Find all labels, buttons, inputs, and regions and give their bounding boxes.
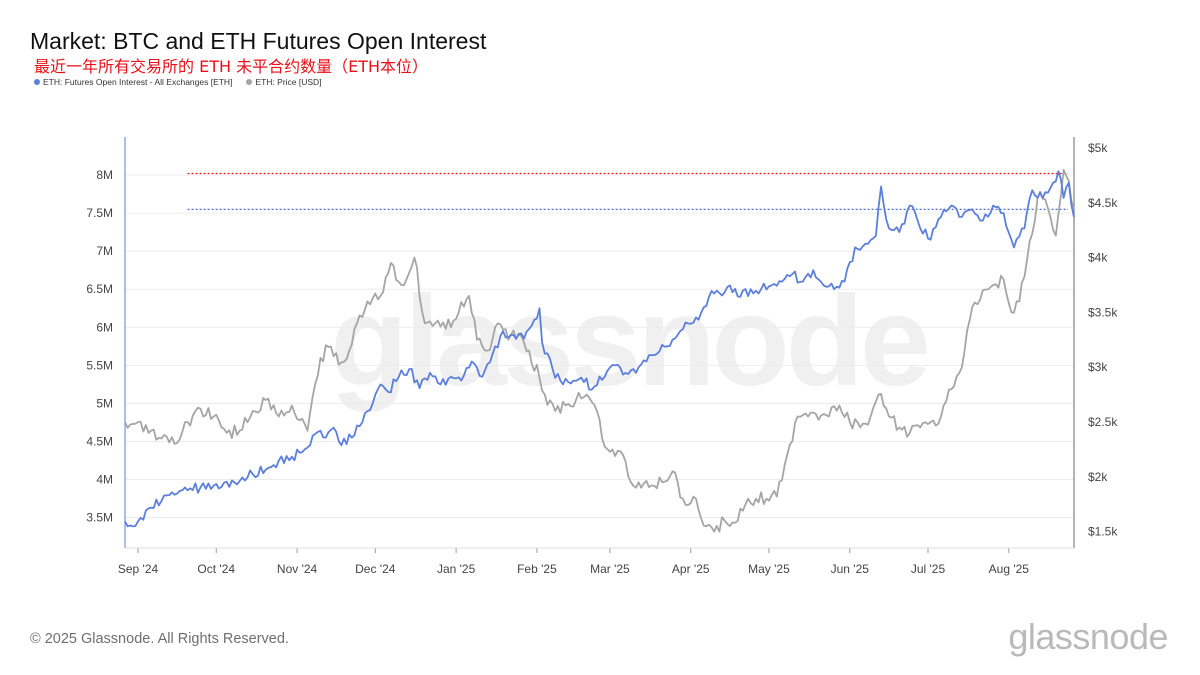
- chart-subtitle: 最近一年所有交易所的 ETH 未平合约数量（ETH本位）: [34, 57, 429, 76]
- y-left-tick-label: 5M: [96, 396, 113, 410]
- x-tick-label: Feb '25: [517, 562, 557, 576]
- y-left-tick-label: 4M: [96, 473, 113, 487]
- brand-logo: glassnode: [1008, 616, 1168, 657]
- x-tick-label: May '25: [748, 562, 790, 576]
- x-tick-label: Jul '25: [911, 562, 946, 576]
- x-tick-label: Nov '24: [277, 562, 318, 576]
- y-right-tick-label: $2k: [1088, 470, 1108, 484]
- x-tick-label: Jan '25: [437, 562, 476, 576]
- legend-label-open-interest: ETH: Futures Open Interest - All Exchang…: [43, 77, 233, 87]
- y-right-tick-label: $3k: [1088, 360, 1108, 374]
- legend-item-price[interactable]: ETH: Price [USD]: [246, 77, 322, 87]
- chart-legend: ETH: Futures Open Interest - All Exchang…: [34, 77, 322, 87]
- y-right-tick-label: $4k: [1088, 251, 1108, 265]
- x-tick-label: Dec '24: [355, 562, 396, 576]
- x-tick-label: Jun '25: [831, 562, 870, 576]
- x-tick-label: Sep '24: [118, 562, 159, 576]
- y-right-tick-label: $3.5k: [1088, 305, 1118, 319]
- x-tick-label: Aug '25: [989, 562, 1030, 576]
- y-right-tick-label: $2.5k: [1088, 415, 1118, 429]
- x-tick-label: Mar '25: [590, 562, 630, 576]
- x-tick-label: Oct '24: [197, 562, 235, 576]
- y-left-tick-label: 7M: [96, 244, 113, 258]
- legend-item-open-interest[interactable]: ETH: Futures Open Interest - All Exchang…: [34, 77, 232, 87]
- legend-dot-open-interest: [34, 79, 40, 85]
- legend-label-price: ETH: Price [USD]: [255, 77, 322, 87]
- y-right-tick-label: $4.5k: [1088, 196, 1118, 210]
- y-left-tick-label: 8M: [96, 168, 113, 182]
- series-lines: [124, 168, 1075, 533]
- y-right-tick-label: $5k: [1088, 141, 1108, 155]
- y-left-tick-label: 3.5M: [86, 511, 113, 525]
- y-left-tick-label: 4.5M: [86, 434, 113, 448]
- copyright-text: © 2025 Glassnode. All Rights Reserved.: [30, 631, 289, 647]
- open-interest-series-line: [124, 170, 1075, 528]
- y-left-tick-label: 5.5M: [86, 358, 113, 372]
- axes: [124, 137, 1075, 553]
- grid-lines: [125, 174, 1074, 519]
- x-tick-label: Apr '25: [672, 562, 710, 576]
- price-series-line: [124, 168, 1075, 533]
- tick-labels: 3.5M 4M 4.5M 5M 5.5M 6M 6.5M 7M 7.5M 8M $1.5k $2k $2…: [86, 141, 1118, 576]
- y-left-tick-label: 6.5M: [86, 282, 113, 296]
- y-left-tick-label: 7.5M: [86, 206, 113, 220]
- chart-title: Market: BTC and ETH Futures Open Interes…: [30, 28, 487, 54]
- legend-dot-price: [246, 79, 253, 85]
- y-right-tick-label: $1.5k: [1088, 525, 1118, 539]
- y-left-tick-label: 6M: [96, 320, 113, 334]
- reference-lines: [187, 172, 1068, 210]
